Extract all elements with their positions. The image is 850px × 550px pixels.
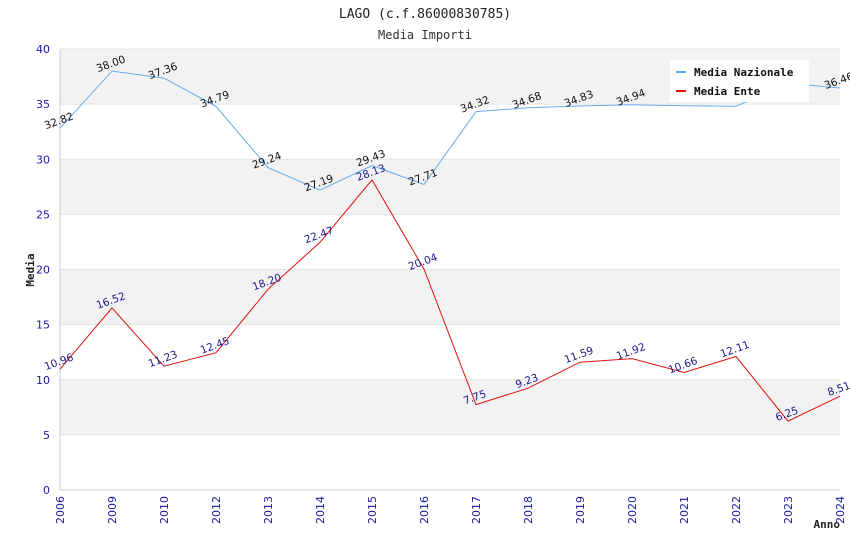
y-tick-label: 15: [36, 319, 50, 332]
x-tick-label: 2012: [210, 496, 223, 524]
x-tick-label: 2017: [470, 496, 483, 524]
x-tick-label: 2018: [522, 496, 535, 524]
x-tick-label: 2006: [54, 496, 67, 524]
chart-title: LAGO (c.f.86000830785): [339, 7, 511, 22]
legend-label-media-nazionale: Media Nazionale: [694, 66, 794, 79]
x-tick-label: 2021: [678, 496, 691, 524]
x-tick-label: 2013: [262, 496, 275, 524]
plot-band: [60, 269, 840, 325]
y-tick-label: 35: [36, 98, 50, 111]
series-line-media-nazionale: [59, 70, 841, 191]
legend: Media Nazionale Media Ente: [670, 60, 809, 102]
x-tick-label: 2015: [366, 496, 379, 524]
x-tick-label: 2016: [418, 496, 431, 524]
y-tick-label: 0: [43, 484, 50, 497]
y-tick-label: 5: [43, 429, 50, 442]
x-tick-label: 2014: [314, 496, 327, 524]
y-tick-label: 10: [36, 374, 50, 387]
y-axis-title: Media: [24, 253, 37, 286]
x-tick-label: 2020: [626, 496, 639, 524]
plot-band: [60, 434, 840, 490]
y-tick-label: 25: [36, 208, 50, 221]
x-tick-label: 2010: [158, 496, 171, 524]
plot-band: [60, 104, 840, 160]
x-tick-labels: 2006 2009 2010 2012 2013 2014 2015 2016 2017 2018…: [54, 496, 847, 524]
x-tick-label: 2023: [782, 496, 795, 524]
x-tick-label: 2024: [834, 496, 847, 524]
chart-subtitle: Media Importi: [378, 28, 472, 42]
plot-band: [60, 379, 840, 435]
legend-label-media-ente: Media Ente: [694, 85, 761, 98]
x-tick-label: 2019: [574, 496, 587, 524]
x-axis-title: Anno: [814, 518, 841, 531]
y-tick-label: 30: [36, 153, 50, 166]
plot-band: [60, 214, 840, 270]
y-tick-label: 20: [36, 264, 50, 277]
x-tick-label: 2022: [730, 496, 743, 524]
plot-band: [60, 324, 840, 380]
plot-band: [60, 159, 840, 215]
plot-bands: [60, 49, 840, 490]
legend-box: [670, 60, 809, 102]
y-tick-label: 40: [36, 43, 50, 56]
series-lines: [59, 70, 841, 422]
x-tick-label: 2009: [106, 496, 119, 524]
y-tick-labels: 0 5 10 15 20 25 30 35 40: [36, 43, 50, 497]
series-line-media-ente: [59, 179, 841, 422]
